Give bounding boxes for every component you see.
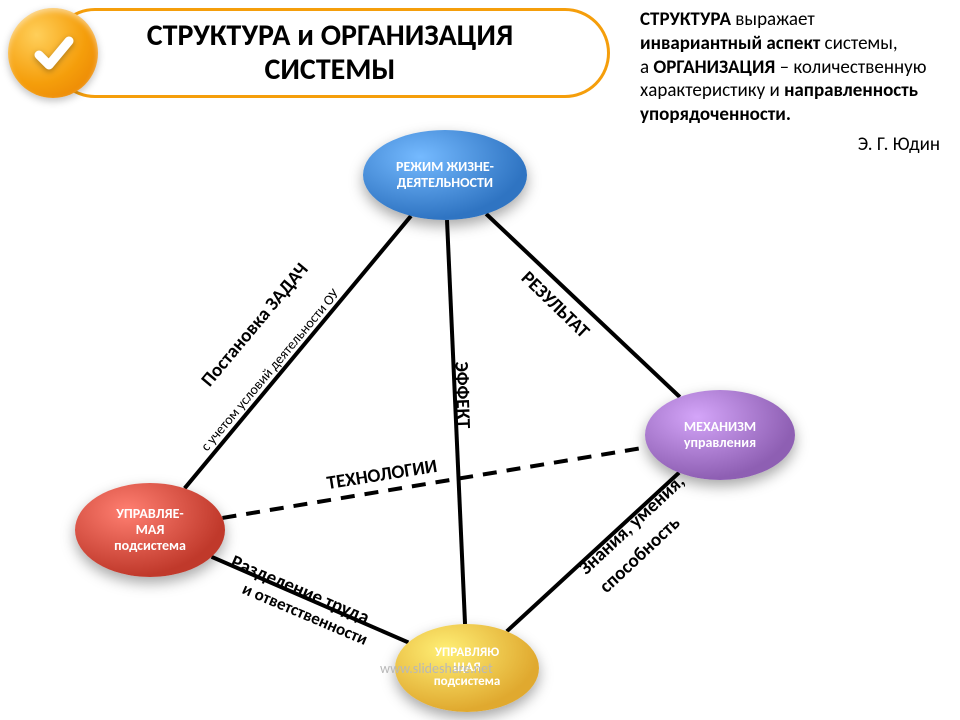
edge-label-left_right: ТЕХНОЛОГИИ [325, 455, 438, 495]
quote-text: СТРУКТУРА выражает инвариантный аспект с… [640, 8, 940, 127]
node-top: РЕЖИМ ЖИЗНЕ- ДЕЯТЕЛЬНОСТИ [363, 130, 527, 220]
edge-label-top_right: РЕЗУЛЬТАТ [516, 267, 594, 343]
node-left: УПРАВЛЯЕ- МАЯ подсистема [75, 483, 225, 577]
check-badge-icon [8, 8, 98, 98]
quote-author: Э. Г. Юдин [640, 133, 940, 157]
edge-label-top_bottom: ЭФФЕКТ [449, 361, 474, 429]
title-pill: СТРУКТУРА и ОРГАНИЗАЦИЯ СИСТЕМЫ [50, 8, 610, 98]
node-right: МЕХАНИЗМ управления [645, 390, 795, 480]
watermark: www.slideshare.net [380, 660, 493, 677]
quote-block: СТРУКТУРА выражает инвариантный аспект с… [640, 8, 940, 157]
page-title: СТРУКТУРА и ОРГАНИЗАЦИЯ СИСТЕМЫ [147, 19, 513, 88]
